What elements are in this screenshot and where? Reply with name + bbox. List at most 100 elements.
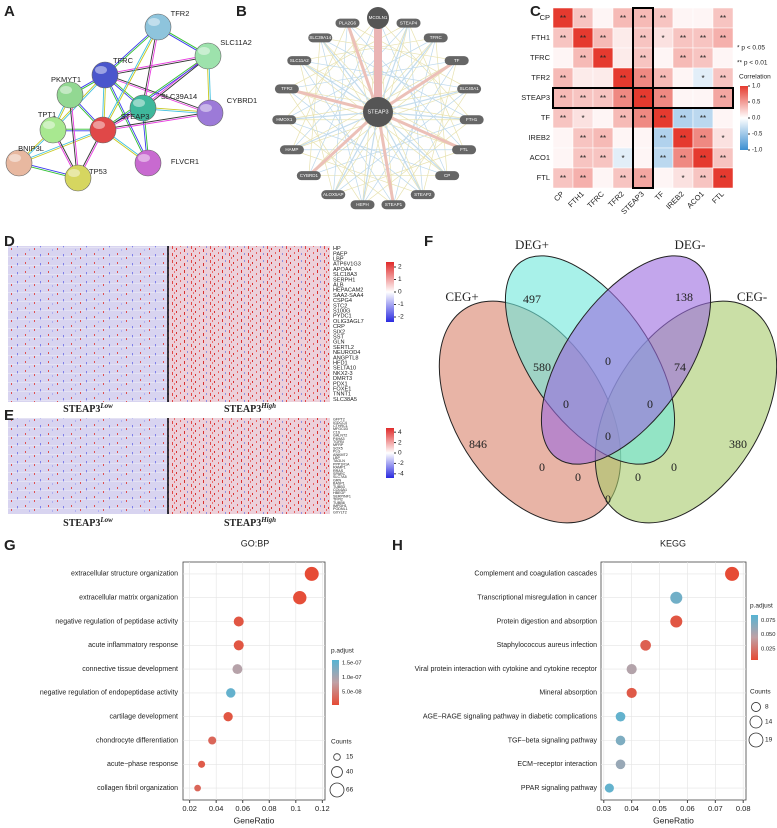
size-label: 15: [346, 754, 354, 761]
edge: [377, 111, 472, 121]
gene-label: SLC18A3: [333, 272, 357, 278]
node-label: SLC11A2: [220, 38, 252, 47]
region-count: 0: [563, 397, 569, 411]
gene-label: MFGC03: [333, 427, 348, 431]
significance: **: [720, 154, 726, 163]
colorbar-tick-label: -2: [398, 460, 404, 467]
region-count: 0: [671, 460, 677, 474]
node: [194, 42, 222, 70]
highlight-box: [552, 87, 734, 109]
dot: [304, 566, 319, 581]
group-sup: High: [260, 516, 276, 524]
gene-label: CSPG4: [333, 298, 352, 304]
node-highlight: [133, 99, 145, 107]
cell: [712, 47, 734, 69]
category-label: Transcriptional misregulation in cancer: [477, 595, 597, 602]
region-count: 0: [605, 429, 611, 443]
category-label: Viral protein interaction with cytokine …: [415, 666, 598, 673]
category-label: negative regulation of endopeptidase act…: [40, 690, 179, 697]
dot: [194, 784, 201, 792]
cell: [592, 67, 614, 89]
center-label: STEAP3: [367, 109, 388, 115]
edge: [299, 37, 436, 61]
col-label: CP: [552, 189, 566, 203]
significance: **: [620, 14, 626, 23]
cell: [692, 7, 714, 29]
edge: [346, 22, 380, 113]
edge: [299, 60, 470, 90]
colorbar-tick-label: 1.0e-07: [342, 675, 362, 681]
size-label: 8: [765, 704, 769, 711]
edge: [103, 27, 160, 131]
node: [423, 33, 448, 43]
colorbar-tick-label: 2: [398, 264, 402, 271]
node-highlight: [60, 86, 72, 94]
edge: [376, 111, 395, 205]
highlight-box: [632, 7, 654, 189]
gene-label: P4HA3: [333, 437, 345, 441]
significance: **: [700, 114, 706, 123]
row-label: STEAP3: [521, 93, 550, 102]
region-count: 380: [729, 437, 747, 451]
gene-label: HFD1: [333, 360, 348, 366]
edge: [104, 54, 208, 75]
row-label: FTL: [537, 173, 550, 182]
significance: **: [720, 14, 726, 23]
category-label: TGF−beta signaling pathway: [508, 737, 598, 744]
dot: [604, 783, 614, 793]
category-label: cartilage development: [110, 714, 179, 721]
size-title: Counts: [331, 739, 352, 746]
x-tick-label: 0.02: [182, 804, 197, 813]
region-count: 138: [675, 290, 693, 304]
edge: [286, 87, 379, 114]
gene-label: SERPH1: [333, 277, 355, 283]
gene-label: SLC38A5: [333, 397, 357, 403]
gene-label: GALNT2: [333, 434, 347, 438]
category-label: Mineral absorption: [539, 690, 597, 697]
region-count: 0: [539, 460, 545, 474]
gene-label: TUBB3: [333, 485, 345, 489]
node: [396, 18, 421, 28]
colorbar-tick-label: 1.0: [752, 84, 761, 90]
significance: *: [701, 74, 704, 83]
node-label: TP53: [89, 167, 107, 176]
node: [56, 81, 84, 109]
node-label: HEPH: [356, 202, 369, 207]
gene-label: IMPDH1: [333, 504, 347, 508]
edge: [347, 22, 465, 150]
gene-label: PAEP: [333, 251, 348, 257]
node-highlight: [93, 121, 105, 129]
colorbar: [751, 615, 758, 660]
panel-letter: G: [4, 537, 16, 554]
cell: [552, 47, 574, 69]
edge: [377, 88, 470, 113]
node: [410, 190, 435, 200]
edge: [105, 74, 150, 163]
panel-letter: H: [392, 537, 403, 554]
region-count: 846: [469, 437, 487, 451]
colorbar-tick-label: -1.0: [752, 148, 763, 154]
node-label: CP: [444, 173, 450, 178]
colorbar-tick-label: 5.0e-08: [342, 689, 362, 695]
cell: [652, 47, 674, 69]
size-key: [749, 715, 763, 729]
gene-label: ANKMT2: [333, 453, 348, 457]
node-label: FTL: [460, 147, 468, 152]
gene-label: MFRP: [333, 443, 344, 447]
edge: [102, 54, 208, 130]
row-label: IREB2: [528, 133, 550, 142]
significance: **: [580, 174, 586, 183]
dot: [670, 591, 683, 604]
edge: [320, 37, 457, 61]
edge: [377, 111, 448, 177]
size-key: [333, 753, 341, 761]
colorbar-title: p.adjust: [331, 648, 354, 655]
panel-letter: D: [4, 233, 15, 250]
node: [381, 200, 406, 210]
significance: **: [680, 34, 686, 43]
significance: **: [580, 14, 586, 23]
gene-label: PYDC1: [333, 314, 352, 320]
category-label: Staphylococcus aureus infection: [497, 642, 597, 649]
size-label: 66: [346, 787, 354, 794]
category-label: acute inflammatory response: [88, 642, 178, 649]
